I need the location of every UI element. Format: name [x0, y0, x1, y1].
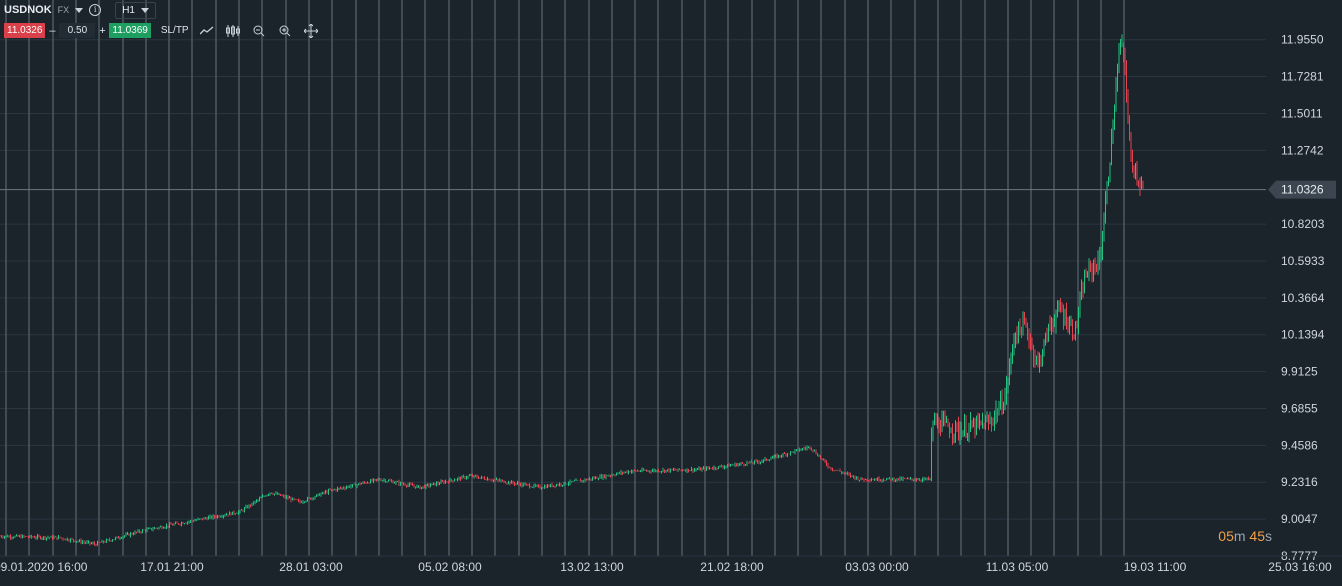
- x-tick-label: 03.03 00:00: [845, 560, 909, 574]
- y-tick-label: 11.7281: [1281, 70, 1324, 84]
- sell-button[interactable]: 11.0326: [4, 23, 46, 38]
- y-tick-label: 11.2742: [1281, 143, 1324, 157]
- y-tick-label: 10.5933: [1281, 254, 1325, 268]
- market-label: FX: [57, 5, 70, 15]
- increase-lot-button[interactable]: +: [99, 24, 106, 37]
- info-icon[interactable]: i: [89, 4, 102, 16]
- y-axis: 11.9550 11.7281 11.5011 11.2742 10.8203 10.59…: [1281, 33, 1325, 563]
- grid: [0, 39, 1266, 557]
- decrease-lot-button[interactable]: –: [49, 24, 56, 37]
- y-tick-label: 11.9550: [1281, 33, 1324, 47]
- buy-button[interactable]: 11.0369: [109, 23, 151, 38]
- y-tick-label: 9.4586: [1281, 438, 1318, 452]
- timeframe-label: H1: [122, 4, 135, 16]
- trade-bar: 11.0326 – 0.50 + 11.0369 SL/TP: [4, 22, 319, 39]
- chart-header: USDNOK FX i H1: [4, 1, 156, 19]
- y-tick-label: 11.5011: [1281, 106, 1323, 120]
- zoom-out-icon[interactable]: [251, 23, 267, 38]
- x-tick-label: 28.01 03:00: [279, 560, 343, 574]
- candle-countdown: 05m 45s: [1218, 528, 1272, 544]
- y-tick-label: 9.0047: [1281, 512, 1318, 526]
- x-tick-label: 17.01 21:00: [140, 560, 204, 574]
- x-tick-label: 13.02 13:00: [560, 560, 624, 574]
- zoom-in-icon[interactable]: [277, 23, 293, 38]
- current-price-label: 11.0326: [1281, 183, 1324, 197]
- x-tick-label: 09.01.2020 16:00: [0, 560, 88, 574]
- y-tick-label: 10.3664: [1281, 291, 1325, 305]
- timer-seconds: 45: [1249, 528, 1265, 544]
- timer-m-label: m: [1233, 528, 1246, 544]
- chevron-down-icon: [140, 7, 149, 13]
- sltp-button[interactable]: SL/TP: [160, 25, 189, 36]
- timer-minutes: 05: [1218, 528, 1234, 544]
- y-tick-label: 10.8203: [1281, 217, 1325, 231]
- y-tick-label: 9.2316: [1281, 475, 1318, 489]
- y-tick-label: 9.6855: [1281, 401, 1318, 415]
- x-tick-label: 21.02 18:00: [700, 560, 764, 574]
- symbol-label[interactable]: USDNOK: [4, 4, 52, 16]
- crosshair-icon[interactable]: [303, 23, 319, 38]
- lot-input[interactable]: 0.50: [59, 23, 96, 38]
- x-tick-label: 19.03 11:00: [1124, 560, 1187, 574]
- candles-icon[interactable]: [225, 23, 241, 38]
- y-tick-label: 10.1394: [1281, 328, 1325, 342]
- x-tick-label: 25.03 16:00: [1268, 560, 1332, 574]
- x-tick-label: 05.02 08:00: [418, 560, 482, 574]
- x-tick-label: 11.03 05:00: [986, 560, 1049, 574]
- candles: [0, 34, 1144, 547]
- timer-s-label: s: [1265, 528, 1272, 544]
- session-lines: [5, 0, 1125, 556]
- y-tick-label: 9.9125: [1281, 365, 1318, 379]
- line-chart-icon[interactable]: [199, 23, 215, 38]
- dropdown-icon[interactable]: [75, 7, 84, 13]
- current-price-tag: 11.0326: [1268, 180, 1336, 199]
- timeframe-select[interactable]: H1: [115, 1, 156, 19]
- x-axis: 09.01.2020 16:00 17.01 21:00 28.01 03:00 05…: [0, 555, 1342, 574]
